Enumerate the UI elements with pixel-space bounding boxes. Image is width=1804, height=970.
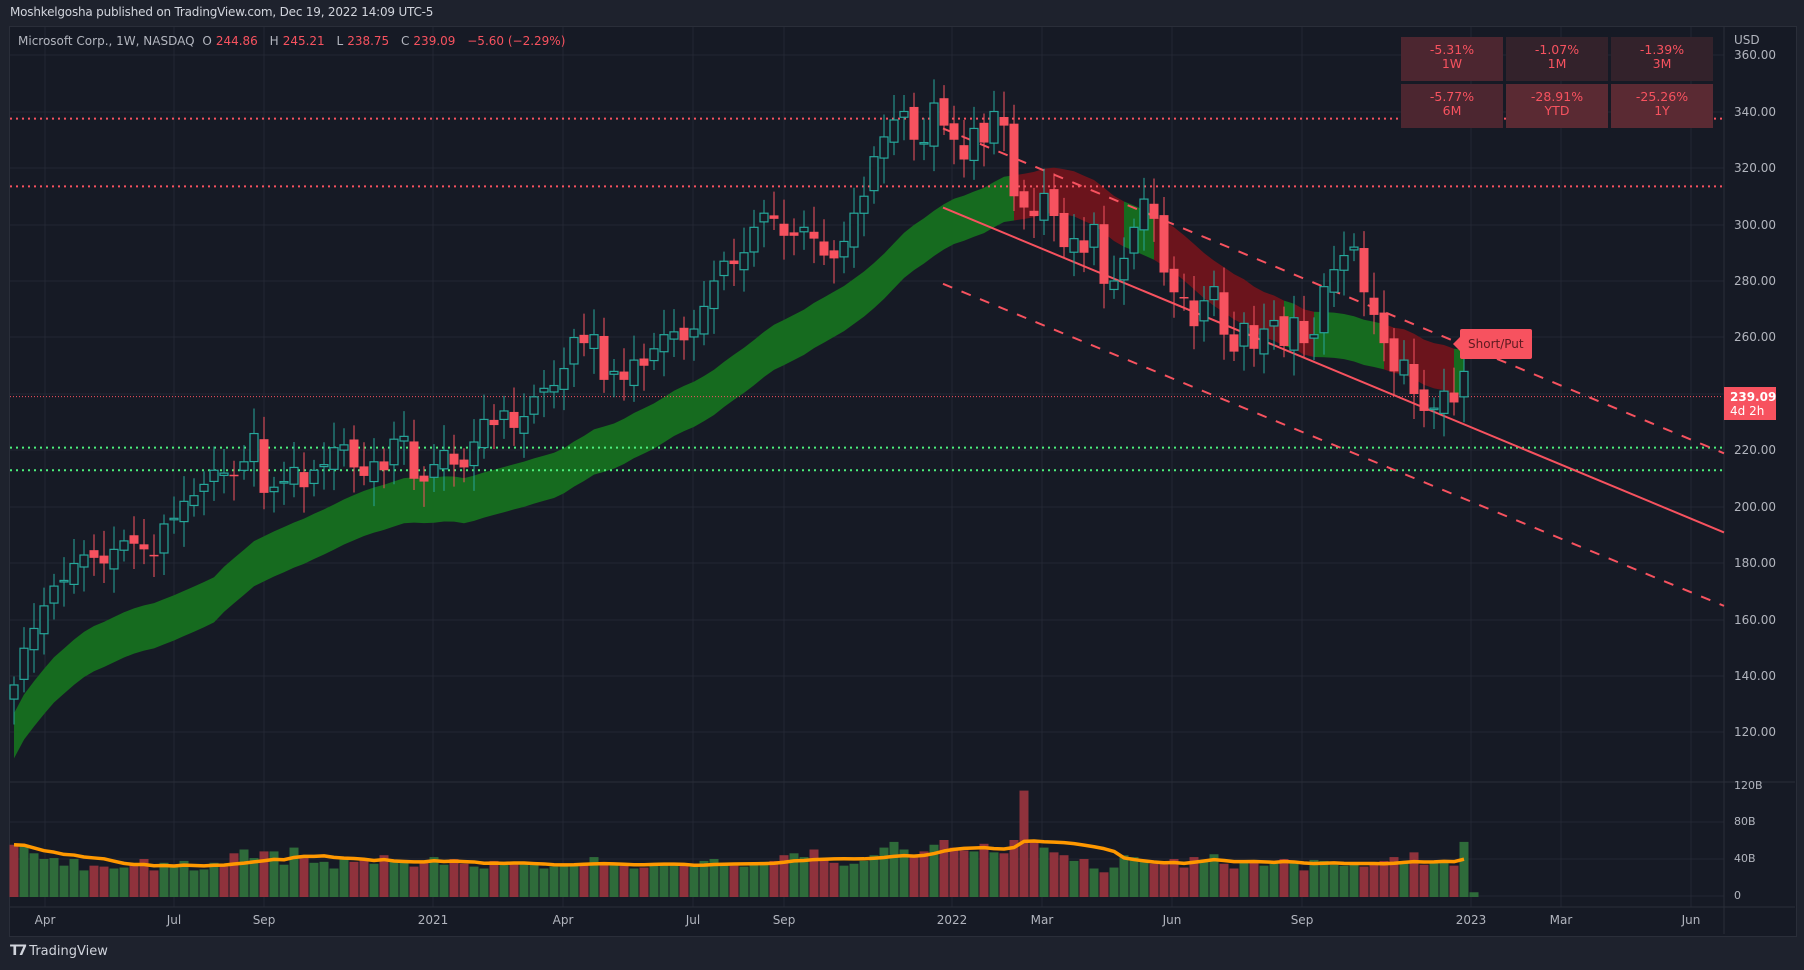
- open-value: 244.86: [215, 34, 258, 48]
- time-tick: Mar: [1030, 913, 1054, 927]
- perf-cell-1y: -25.26% 1Y: [1611, 84, 1713, 128]
- time-tick: 2023: [1455, 913, 1487, 927]
- time-tick: Jul: [685, 913, 701, 927]
- performance-table: -5.31% 1W -1.07% 1M -1.39% 3M -5.77% 6M -28.…: [1401, 37, 1713, 128]
- time-tick: Jun: [1162, 913, 1182, 927]
- price-tick: 200.00: [1734, 500, 1776, 514]
- publisher-line: Moshkelgosha published on TradingView.co…: [10, 5, 434, 19]
- volume-tick: 0: [1734, 889, 1741, 902]
- perf-cell-1w: -5.31% 1W: [1401, 37, 1503, 81]
- time-tick: Sep: [1290, 913, 1314, 927]
- perf-cell-6m: -5.77% 6M: [1401, 84, 1503, 128]
- volume-tick: 40B: [1734, 852, 1756, 865]
- price-tick: 340.00: [1734, 105, 1776, 119]
- time-tick: Jun: [1681, 913, 1701, 927]
- price-tick: 360.00: [1734, 48, 1776, 62]
- symbol-title[interactable]: Microsoft Corp., 1W, NASDAQ: [18, 34, 195, 48]
- tradingview-logo-icon: T7: [10, 943, 27, 959]
- short-put-annotation[interactable]: Short/Put: [1453, 329, 1532, 359]
- price-tick: 260.00: [1734, 330, 1776, 344]
- price-tick: 280.00: [1734, 274, 1776, 288]
- time-tick: Apr: [552, 913, 574, 927]
- change-value: −5.60 (−2.29%): [467, 34, 566, 48]
- perf-cell-3m: -1.39% 3M: [1611, 37, 1713, 81]
- time-tick: Apr: [34, 913, 56, 927]
- high-value: 245.21: [282, 34, 325, 48]
- time-tick: Mar: [1549, 913, 1573, 927]
- currency-label[interactable]: USD: [1734, 33, 1760, 47]
- price-tick: 160.00: [1734, 613, 1776, 627]
- perf-cell-ytd: -28.91% YTD: [1506, 84, 1608, 128]
- close-value: 239.09: [413, 34, 456, 48]
- bar-countdown: 4d 2h: [1730, 404, 1765, 418]
- symbol-legend: Microsoft Corp., 1W, NASDAQ O 244.86 H 245…: [18, 34, 566, 48]
- price-tick: 180.00: [1734, 556, 1776, 570]
- time-tick: Jul: [166, 913, 182, 927]
- price-tick: 140.00: [1734, 669, 1776, 683]
- tradingview-logo[interactable]: T7 TradingView: [10, 943, 108, 959]
- price-tick: 120.00: [1734, 725, 1776, 739]
- volume-tick: 80B: [1734, 815, 1756, 828]
- last-price-tag: 239.09 4d 2h: [1724, 387, 1776, 420]
- time-tick: Sep: [252, 913, 276, 927]
- price-tick: 300.00: [1734, 218, 1776, 232]
- perf-cell-1m: -1.07% 1M: [1506, 37, 1608, 81]
- volume-tick: 120B: [1734, 779, 1763, 792]
- price-tick: 220.00: [1734, 443, 1776, 457]
- low-value: 238.75: [347, 34, 390, 48]
- price-tick: 320.00: [1734, 161, 1776, 175]
- time-tick: 2021: [417, 913, 449, 927]
- time-tick: Sep: [772, 913, 796, 927]
- time-tick: 2022: [936, 913, 968, 927]
